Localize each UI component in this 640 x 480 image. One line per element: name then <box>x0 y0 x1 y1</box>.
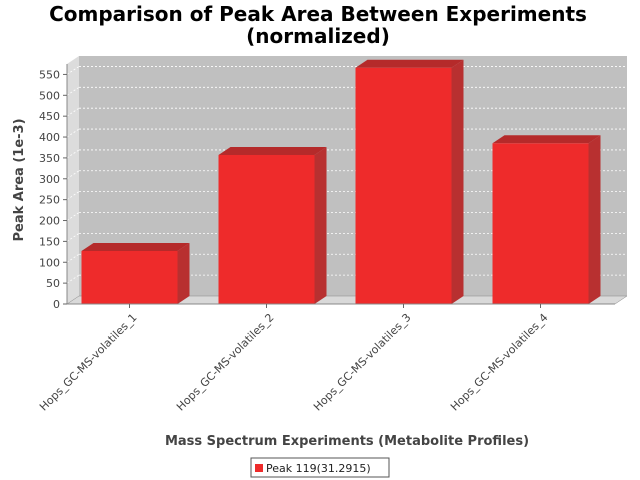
x-tick-label: Hops_GC-MS-volatiles_1 <box>37 311 140 414</box>
bar-side <box>314 146 327 304</box>
chart-title-line2: (normalized) <box>246 24 390 48</box>
gridline-left <box>66 212 80 221</box>
gridline-left <box>66 66 80 75</box>
x-tick-label: Hops_GC-MS-volatiles_2 <box>174 311 277 414</box>
x-tick-label: Hops_GC-MS-volatiles_3 <box>311 311 414 414</box>
y-tick-label: 250 <box>39 194 60 207</box>
y-tick-label: 400 <box>39 131 60 144</box>
gridline-left <box>66 253 80 263</box>
gridline-left <box>66 233 80 242</box>
legend-swatch <box>255 464 263 472</box>
y-tick-label: 450 <box>39 110 60 123</box>
x-axis-label: Mass Spectrum Experiments (Metabolite Pr… <box>165 434 529 449</box>
y-tick-label: 500 <box>39 89 60 102</box>
y-tick-label: 50 <box>46 277 60 290</box>
bar-side <box>588 135 601 304</box>
gridline-left <box>66 128 80 138</box>
legend-label: Peak 119(31.2915) <box>266 462 371 475</box>
y-tick-label: 350 <box>39 152 60 165</box>
gridline-left <box>66 191 80 200</box>
y-axis: 0 50 100 150 200 250 300 350 400 450 500 550 <box>39 64 68 311</box>
x-tick-label: Hops_GC-MS-volatiles_4 <box>448 311 551 414</box>
y-tick-label: 150 <box>39 235 60 248</box>
chart-title-line1: Comparison of Peak Area Between Experime… <box>49 2 587 26</box>
gridline-left <box>66 86 80 96</box>
bar <box>355 67 452 304</box>
plot-left-wall <box>67 56 79 304</box>
bar-top <box>218 146 327 155</box>
y-tick-label: 0 <box>53 298 60 311</box>
y-tick-label: 550 <box>39 68 60 81</box>
gridline-left <box>66 170 80 180</box>
bar-side <box>451 59 464 304</box>
gridline-left <box>66 274 80 284</box>
gridline-left <box>66 107 80 117</box>
bar-side <box>177 242 190 304</box>
y-axis-label: Peak Area (1e-3) <box>12 118 27 241</box>
x-axis: Hops_GC-MS-volatiles_1 Hops_GC-MS-volatil… <box>37 303 615 414</box>
bar <box>492 143 589 304</box>
legend-box <box>250 457 390 478</box>
bar-top <box>492 135 601 144</box>
y-tick-label: 200 <box>39 215 60 228</box>
bar <box>218 154 315 304</box>
bars <box>81 59 601 304</box>
bar-top <box>81 242 190 251</box>
y-tick-label: 100 <box>39 256 60 269</box>
bar <box>81 250 178 304</box>
legend: Peak 119(31.2915) <box>250 457 390 478</box>
y-tick-label: 300 <box>39 173 60 186</box>
gridline-left <box>66 149 80 159</box>
bar-top <box>355 59 464 68</box>
